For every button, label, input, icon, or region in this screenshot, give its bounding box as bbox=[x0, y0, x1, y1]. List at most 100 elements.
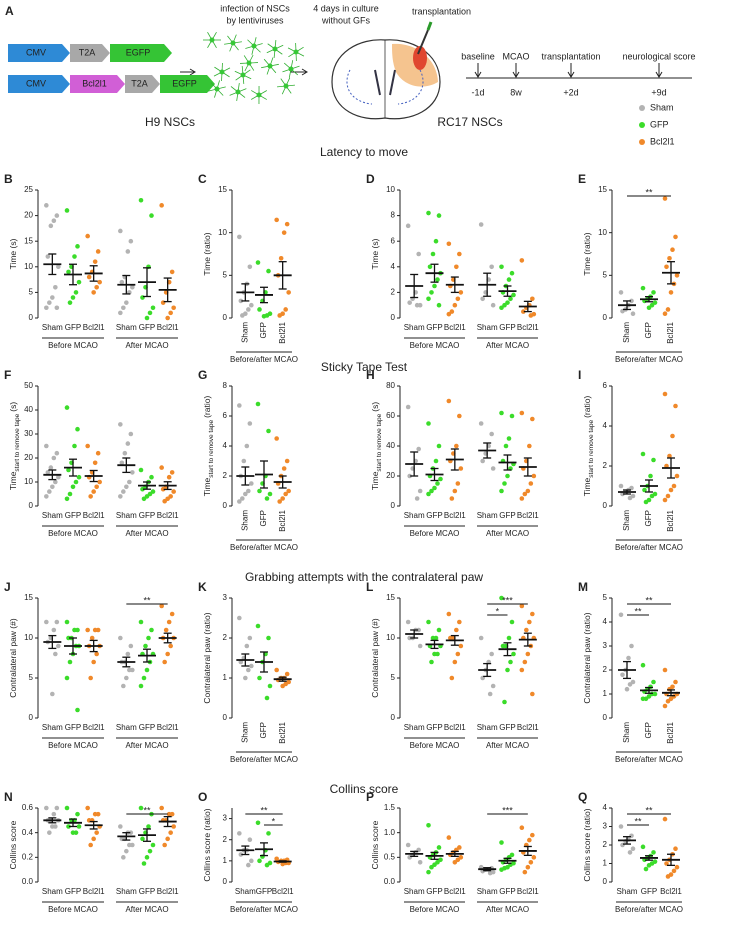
data-point bbox=[97, 479, 102, 485]
y-tick-label: 0 bbox=[391, 501, 396, 510]
x-tick-label: Bcl2l1 bbox=[83, 323, 105, 332]
x-tick-label: Bcl2l1 bbox=[444, 511, 466, 520]
y-tick-label: 5 bbox=[391, 673, 396, 682]
y-axis-label-main: Time (ratio) bbox=[582, 232, 592, 275]
data-point bbox=[522, 491, 528, 497]
significance-label: ** bbox=[143, 595, 151, 605]
data-point bbox=[478, 421, 484, 426]
x-tick-label: GFP bbox=[65, 723, 81, 732]
brain bbox=[331, 21, 441, 120]
data-point bbox=[640, 844, 646, 850]
data-point bbox=[490, 302, 496, 308]
data-point bbox=[141, 496, 147, 502]
section-title: Sticky Tape Test bbox=[321, 360, 408, 374]
data-point bbox=[530, 832, 535, 838]
timeline-time: +2d bbox=[563, 87, 578, 97]
x-tick-label: Bcl2l1 bbox=[660, 887, 682, 896]
data-point bbox=[426, 822, 431, 828]
data-point bbox=[75, 426, 80, 432]
data-point bbox=[159, 805, 164, 811]
data-point bbox=[618, 483, 624, 489]
data-point bbox=[85, 443, 90, 449]
data-point bbox=[163, 627, 169, 633]
data-point bbox=[284, 458, 290, 464]
data-point bbox=[455, 296, 461, 302]
data-point bbox=[44, 494, 49, 499]
neuron bbox=[214, 86, 220, 92]
data-point bbox=[141, 675, 147, 681]
data-point bbox=[144, 667, 150, 673]
data-point bbox=[651, 850, 656, 855]
data-point bbox=[429, 864, 434, 870]
data-point bbox=[499, 840, 504, 845]
y-axis-label: Timestart to remove tape (ratio) bbox=[582, 396, 594, 497]
data-point bbox=[627, 495, 633, 501]
y-tick-label: 15 bbox=[24, 593, 33, 602]
y-axis-label: Contralateral paw (ratio) bbox=[202, 612, 212, 703]
data-point bbox=[44, 443, 49, 449]
data-point bbox=[452, 859, 458, 865]
panel-letter: H bbox=[366, 368, 375, 382]
data-point bbox=[646, 863, 652, 868]
data-point bbox=[64, 496, 70, 502]
step-text: infection of NSCs bbox=[220, 3, 290, 13]
x-tick-label: Sham bbox=[240, 510, 249, 531]
data-point bbox=[286, 488, 291, 494]
y-tick-label: 3 bbox=[603, 822, 608, 831]
data-point bbox=[662, 667, 668, 673]
significance-label: *** bbox=[502, 805, 513, 815]
x-tick-label: GFP bbox=[499, 887, 515, 896]
x-tick-label: Sham bbox=[404, 887, 425, 896]
y-axis-label-unit: (ratio) bbox=[202, 396, 212, 418]
x-tick-label: GFP bbox=[644, 510, 653, 526]
x-tick-label: Bcl2l1 bbox=[517, 323, 539, 332]
data-point bbox=[266, 635, 271, 641]
data-point bbox=[246, 667, 251, 673]
x-tick-label: Bcl2l1 bbox=[83, 511, 105, 520]
data-point bbox=[165, 651, 170, 657]
x-tick-label: Bcl2l1 bbox=[272, 887, 294, 896]
data-point bbox=[127, 667, 132, 673]
data-point bbox=[138, 805, 144, 811]
data-point bbox=[159, 465, 164, 470]
data-point bbox=[429, 290, 434, 295]
panel-letter: F bbox=[4, 368, 11, 382]
data-point bbox=[162, 842, 167, 848]
y-axis-label-sub: start to remove tape bbox=[376, 413, 383, 471]
data-point bbox=[121, 683, 126, 689]
x-tick-label: Sham bbox=[477, 887, 498, 896]
timeline-time: 8w bbox=[510, 87, 522, 97]
data-point bbox=[458, 643, 464, 649]
group-label: Before MCAO bbox=[410, 905, 460, 914]
data-point bbox=[54, 805, 60, 811]
data-point bbox=[626, 655, 631, 661]
data-point bbox=[86, 274, 92, 280]
y-tick-label: 5 bbox=[29, 288, 34, 297]
panel-letter: Q bbox=[578, 790, 587, 804]
data-point bbox=[237, 499, 242, 504]
x-tick-label: GFP bbox=[641, 887, 657, 896]
data-point bbox=[458, 466, 464, 471]
data-point bbox=[521, 309, 526, 314]
data-point bbox=[128, 643, 134, 649]
group-label: Before/after MCAO bbox=[230, 355, 298, 364]
data-point bbox=[56, 643, 61, 649]
data-point bbox=[527, 619, 532, 625]
y-tick-label: 10 bbox=[598, 228, 607, 237]
data-point bbox=[280, 861, 285, 867]
data-point bbox=[140, 836, 145, 842]
y-tick-label: 0 bbox=[391, 313, 396, 322]
y-tick-label: 3 bbox=[223, 593, 228, 602]
data-point bbox=[281, 230, 287, 235]
y-tick-label: 2 bbox=[603, 840, 608, 849]
data-point bbox=[417, 488, 423, 494]
panel-letter: M bbox=[578, 580, 588, 594]
data-point bbox=[255, 401, 261, 407]
data-point bbox=[118, 422, 123, 427]
data-point bbox=[405, 223, 411, 229]
data-point bbox=[505, 473, 510, 479]
data-point bbox=[618, 290, 624, 295]
data-point bbox=[45, 254, 51, 259]
data-point bbox=[88, 842, 93, 848]
data-point bbox=[671, 868, 677, 874]
